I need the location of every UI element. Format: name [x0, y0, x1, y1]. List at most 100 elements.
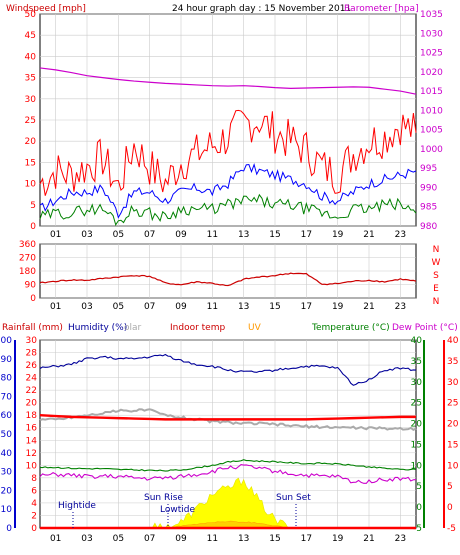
direction-ytick-label: 360	[19, 240, 36, 250]
compass-label: W	[432, 258, 441, 268]
wind-ytick-label: 35	[25, 74, 36, 84]
dewpoint-ytick-label: 10	[447, 461, 459, 471]
wind-ytick-label: 0	[30, 222, 36, 232]
barometer-ytick-label: 985	[420, 203, 437, 213]
wind-ytick-label: 20	[25, 137, 37, 147]
dewpoint-ytick-label: 5	[447, 482, 453, 492]
sunrise-annotation: Sun Rise	[144, 493, 183, 503]
temperature-ytick-label: 5	[416, 482, 422, 492]
rain-ytick-label: 6	[31, 486, 37, 496]
rainfall-label: Rainfall (mm)	[2, 323, 63, 333]
wind-ytick-label: 40	[25, 52, 37, 62]
sunset-annotation: Sun Set	[276, 493, 311, 503]
compass-label: N	[433, 297, 440, 307]
wind-xtick-label: 05	[113, 230, 124, 240]
wind-xtick-label: 03	[81, 230, 92, 240]
barometer-ytick-label: 1010	[420, 106, 443, 116]
indoor-temp-label: Indoor temp	[170, 323, 225, 333]
wind-xtick-label: 11	[207, 230, 218, 240]
wind-ytick-label: 30	[25, 95, 37, 105]
weather-xtick-label: 11	[207, 534, 218, 544]
wind-ytick-label: 25	[25, 116, 36, 126]
weather-xtick-label: 03	[81, 534, 92, 544]
humidity-ytick-label: 70	[1, 392, 13, 402]
temperature-line	[39, 459, 417, 472]
dewpoint-ytick-label: 25	[447, 399, 458, 409]
wind-ytick-label: 45	[25, 31, 36, 41]
dewpoint-label: Dew Point (°C)	[392, 323, 458, 333]
rain-ytick-label: 30	[26, 336, 38, 346]
axis-layer: 0510152025303540455098098599099510001005…	[0, 10, 459, 544]
wind-avg-line	[39, 163, 417, 219]
temperature-ytick-label: 40	[411, 336, 423, 346]
humidity-ytick-label: 50	[1, 430, 13, 440]
wind-xtick-label: 07	[144, 230, 155, 240]
weather-xtick-label: 09	[175, 534, 187, 544]
dewpoint-ytick-label: 30	[447, 378, 459, 388]
dewpoint-ytick-label: 15	[447, 440, 458, 450]
direction-line	[39, 272, 417, 287]
dewpoint-ytick-label: 40	[447, 336, 459, 346]
weather-xtick-label: 13	[238, 534, 249, 544]
solar-label: olar	[124, 323, 142, 333]
direction-xtick-label: 01	[50, 302, 61, 312]
humidity-ytick-label: 60	[1, 411, 13, 421]
dewpoint-ytick-label: -5	[447, 524, 456, 534]
wind-xtick-label: 01	[50, 230, 61, 240]
humidity-ytick-label: 30	[1, 468, 13, 478]
humidity-ytick-label: 90	[1, 355, 13, 365]
direction-xtick-label: 13	[238, 302, 249, 312]
direction-xtick-label: 19	[332, 302, 344, 312]
rain-ytick-label: 10	[26, 461, 38, 471]
wind-xtick-label: 13	[238, 230, 249, 240]
barometer-ytick-label: 990	[420, 183, 437, 193]
wind-xtick-label: 09	[175, 230, 187, 240]
compass-label: S	[433, 271, 439, 281]
barometer-ytick-label: 1000	[420, 145, 443, 155]
compass-label: E	[433, 284, 439, 294]
rain-ytick-label: 2	[31, 511, 37, 521]
series-layer	[39, 67, 417, 530]
rain-ytick-label: 24	[26, 374, 38, 384]
wind-low-line	[39, 193, 417, 226]
barometer-ytick-label: 980	[420, 222, 437, 232]
wind-xtick-label: 23	[395, 230, 406, 240]
barometer-ytick-label: 1035	[420, 10, 443, 20]
weather-xtick-label: 05	[113, 534, 124, 544]
hightide-annotation: Hightide	[58, 501, 96, 511]
wind-ytick-label: 50	[25, 10, 37, 20]
humidity-ytick-label: 20	[1, 486, 13, 496]
rain-ytick-label: 26	[26, 361, 38, 371]
rain-ytick-label: 0	[31, 524, 37, 534]
direction-xtick-label: 23	[395, 302, 406, 312]
rain-ytick-label: 8	[31, 474, 37, 484]
rain-ytick-label: 20	[26, 399, 38, 409]
temperature-ytick-label: 35	[411, 357, 422, 367]
humidity-ytick-label: 80	[1, 374, 13, 384]
direction-xtick-label: 09	[175, 302, 187, 312]
rain-ytick-label: 22	[26, 386, 37, 396]
direction-xtick-label: 17	[301, 302, 312, 312]
temperature-label: Temperature (°C)	[311, 323, 390, 333]
direction-ytick-label: 180	[19, 267, 36, 277]
graph-title: 24 hour graph day : 15 November 2011	[172, 4, 351, 14]
wind-xtick-label: 19	[332, 230, 344, 240]
lowtide-annotation: Lowtide	[160, 505, 195, 515]
compass-label: N	[433, 245, 440, 255]
temperature-ytick-label: 25	[411, 399, 422, 409]
direction-xtick-label: 07	[144, 302, 155, 312]
temperature-ytick-label: 10	[411, 461, 423, 471]
humidity-line	[39, 353, 417, 386]
weather-xtick-label: 21	[363, 534, 374, 544]
humidity-ytick-label: 10	[1, 505, 13, 515]
barometer-label: Barometer [hpa]	[344, 4, 419, 14]
humidity-label: Humidity (%)	[68, 323, 127, 333]
wind-ytick-label: 5	[30, 201, 36, 211]
weather-xtick-label: 23	[395, 534, 406, 544]
grid-layer	[40, 13, 416, 529]
rain-ytick-label: 4	[31, 499, 37, 509]
dewpoint-line	[39, 464, 417, 484]
humidity-ytick-label: 100	[0, 336, 12, 346]
direction-xtick-label: 05	[113, 302, 124, 312]
